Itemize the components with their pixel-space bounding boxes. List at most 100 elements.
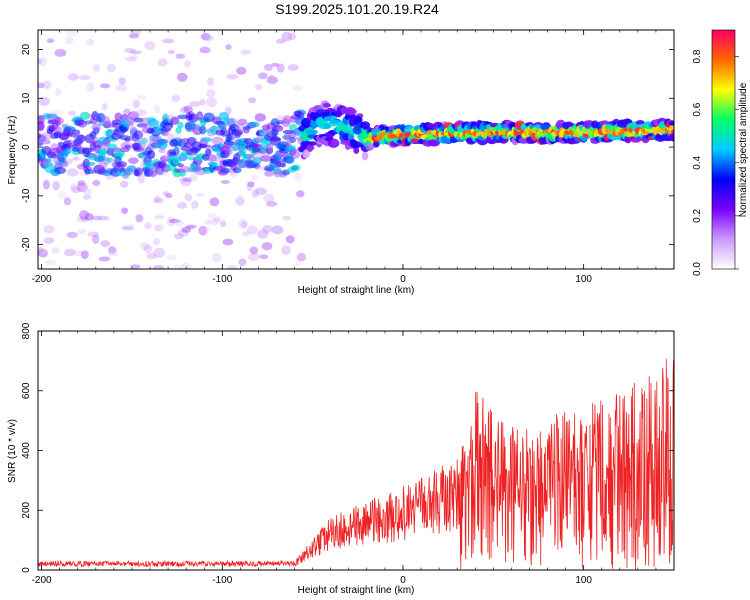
spectrogram-cell (165, 124, 173, 130)
spectrogram-cell (64, 148, 72, 155)
spectrogram-cell (148, 167, 158, 178)
spectrogram-cell (65, 158, 74, 165)
spectrogram-cell (149, 137, 159, 144)
spectrogram-cell (353, 146, 360, 154)
snr-y-label: SNR (10 * v/v) (7, 419, 18, 483)
spectrogram-cell (123, 108, 131, 116)
spectrogram-cell (100, 240, 110, 247)
spectrogram-cell (51, 109, 64, 115)
spectrogram-cell (116, 161, 128, 168)
spectrogram-cell (242, 126, 250, 134)
spectrogram-cell (185, 224, 197, 229)
spectrogram-cell (51, 247, 60, 254)
colorbar-frame (711, 29, 736, 270)
spectrogram-cell (78, 75, 91, 81)
spectrogram-cell (296, 252, 307, 262)
spectrogram-cell (98, 256, 111, 262)
spectrogram-cell (289, 148, 301, 159)
spectrogram-cell (124, 144, 132, 149)
spectrogram-cell (64, 126, 76, 132)
spectrogram-cell (238, 258, 247, 266)
spectrogram-cell (166, 216, 175, 227)
figure-title: S199.2025.101.20.19.R24 (275, 1, 439, 17)
spectrogram-cell (243, 153, 254, 159)
spectrogram-cells (38, 30, 674, 269)
spectrogram-cell (161, 127, 169, 137)
spectrogram-cell (241, 221, 248, 229)
spectrogram-cell (270, 118, 280, 127)
spectrogram-cell (92, 234, 100, 245)
spectrogram-cell (65, 30, 78, 37)
spectrogram-cell (123, 48, 136, 53)
spectrogram-cell (235, 197, 245, 206)
spectrogram-cell (168, 218, 181, 224)
spectrogram-cell (264, 170, 274, 177)
spectrogram-cell (322, 103, 331, 108)
spectrogram-cell (220, 167, 231, 174)
spectrogram-cell (54, 88, 62, 96)
snr-y-tick-label: 0 (21, 567, 32, 573)
spectrogram-cell (85, 38, 95, 47)
spectrogram-cell (154, 195, 161, 203)
spectrogram-cell (293, 85, 303, 91)
spectrogram-cell (565, 121, 573, 128)
spectrogram-cell (51, 121, 59, 131)
spectrogram-cell (60, 161, 69, 169)
spectrogram-cell (66, 131, 74, 137)
spectrogram-cell (236, 194, 245, 205)
spectrogram-cell (113, 150, 125, 157)
spectrogram-cell (38, 249, 48, 258)
snr-y-tick-label: 800 (21, 322, 32, 339)
spectrogram-cell (253, 137, 263, 143)
spectrogram-cell (199, 46, 211, 54)
spectrogram-cell (179, 170, 186, 177)
spectrogram-cell (256, 134, 263, 142)
spectrogram-cell (103, 122, 111, 129)
spectrogram-cell (52, 181, 60, 191)
spectrogram-cell (173, 146, 180, 157)
spectrogram-cell (153, 247, 166, 258)
spectrogram-cell (72, 129, 81, 135)
spectrogram-cell (260, 146, 268, 154)
spectrogram-cell (97, 161, 107, 171)
spectrogram-cell (58, 160, 69, 167)
spectrogram-cell (172, 131, 182, 140)
spectrogram-cell (196, 113, 203, 119)
spectrogram-cell (252, 156, 262, 165)
spectrogram-cell (198, 225, 208, 236)
spectrogram-cell (216, 143, 225, 150)
spectrogram-cell (237, 118, 248, 126)
spectrogram-cell (92, 127, 100, 135)
spectrogram-cell (137, 173, 145, 184)
spectrogram-cell (224, 149, 233, 156)
spectrogram-y-tick-label: 10 (21, 92, 32, 104)
spectrogram-cell (77, 180, 86, 186)
spectrogram-cell (175, 127, 182, 134)
spectrogram-cell (106, 147, 115, 156)
spectrogram-cell (165, 38, 175, 44)
spectrogram-cell (144, 40, 156, 51)
snr-panel: -200 -100 0 100 0 200 400 600 800 Height of str… (7, 322, 675, 596)
spectrogram-cell (96, 112, 106, 123)
spectrogram-cell (38, 141, 44, 147)
spectrogram-cell (184, 60, 191, 68)
snr-x-tick-label: -100 (212, 575, 232, 586)
spectrogram-cell (429, 139, 438, 144)
spectrogram-cell (132, 99, 140, 109)
spectrogram-cell (128, 157, 139, 165)
spectrogram-cell (187, 156, 195, 161)
spectrogram-cell (178, 177, 188, 183)
spectrogram-cell (265, 143, 274, 153)
spectrogram-cell (287, 64, 299, 71)
spectrogram-cell (124, 137, 131, 142)
spectrogram-cell (220, 127, 228, 137)
spectrogram-cell (207, 213, 216, 218)
spectrogram-cell (118, 77, 126, 86)
spectrogram-cell (280, 245, 292, 256)
spectrogram-cell (40, 132, 53, 141)
spectrogram-cell (130, 55, 138, 61)
spectrogram-cell (136, 94, 147, 100)
spectrogram-cell (136, 123, 148, 128)
spectrogram-cell (308, 141, 317, 146)
spectrogram-cell (176, 202, 188, 209)
